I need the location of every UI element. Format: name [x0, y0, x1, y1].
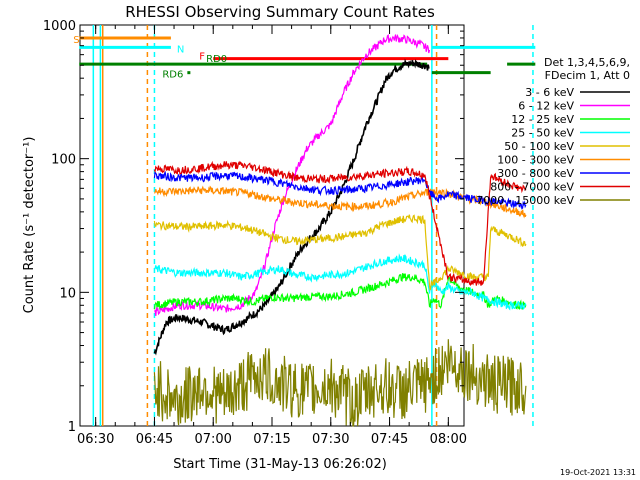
x-tick-label: 07:30: [312, 432, 349, 447]
x-tick-label: 06:45: [136, 432, 173, 447]
annotation-label: F: [199, 52, 205, 63]
annotation-label: S: [73, 35, 79, 46]
series-line: [153, 160, 527, 287]
x-axis-label: Start Time (31-May-13 06:26:02): [173, 457, 387, 472]
chart-title: RHESSI Observing Summary Count Rates: [125, 3, 435, 21]
y-axis: 1 10 100 1000: [43, 19, 464, 435]
plot-frame: [79, 24, 465, 427]
series-line: [153, 214, 527, 291]
x-tick-label: 07:45: [371, 432, 408, 447]
series-lines: [153, 33, 527, 427]
y-axis-label: Count Rate (s⁻¹ detector⁻¹): [22, 137, 37, 314]
annotation-bars: S N F RD0 RD6: [73, 35, 536, 81]
x-tick-label: 07:15: [253, 432, 290, 447]
legend-label: 300 - 800 keV: [497, 167, 574, 180]
x-tick-label: 06:30: [77, 432, 114, 447]
legend-label: 800 - 7000 keV: [490, 181, 574, 194]
legend-label: 6 - 12 keV: [518, 100, 574, 113]
legend-label: 3 - 6 keV: [525, 86, 574, 99]
legend-header-1: Det 1,3,4,5,6,9,: [544, 56, 630, 69]
x-tick-label: 08:00: [430, 432, 467, 447]
legend-label: 12 - 25 keV: [511, 113, 574, 126]
y-tick-label: 100: [51, 153, 76, 168]
annotation-dot: [187, 71, 191, 75]
series-line: [153, 33, 431, 316]
annotation-label: N: [177, 44, 184, 55]
series-line: [153, 170, 527, 210]
legend-label: 7000 - 15000 keV: [476, 194, 574, 207]
series-line: [153, 58, 430, 356]
annotation-label: RD6: [162, 70, 183, 81]
y-tick-label: 10: [59, 286, 76, 301]
x-axis: 06:30 06:45 07:00 07:15 07:30 07:45 08:00: [77, 25, 467, 447]
series-line: [153, 339, 527, 427]
legend-label: 25 - 50 keV: [511, 127, 574, 140]
legend-header-2: FDecim 1, Att 0: [545, 69, 630, 82]
x-tick-label: 07:00: [194, 432, 231, 447]
annotation-label: RD0: [206, 54, 227, 65]
legend-label: 50 - 100 keV: [504, 140, 574, 153]
y-tick-label: 1000: [43, 19, 76, 34]
series-line: [154, 253, 527, 311]
legend-label: 100 - 300 keV: [497, 154, 574, 167]
legend: Det 1,3,4,5,6,9, FDecim 1, Att 0 3 - 6 k…: [476, 56, 630, 207]
y-tick-label: 1: [68, 420, 76, 435]
timestamp: 19-Oct-2021 13:31: [560, 468, 636, 477]
